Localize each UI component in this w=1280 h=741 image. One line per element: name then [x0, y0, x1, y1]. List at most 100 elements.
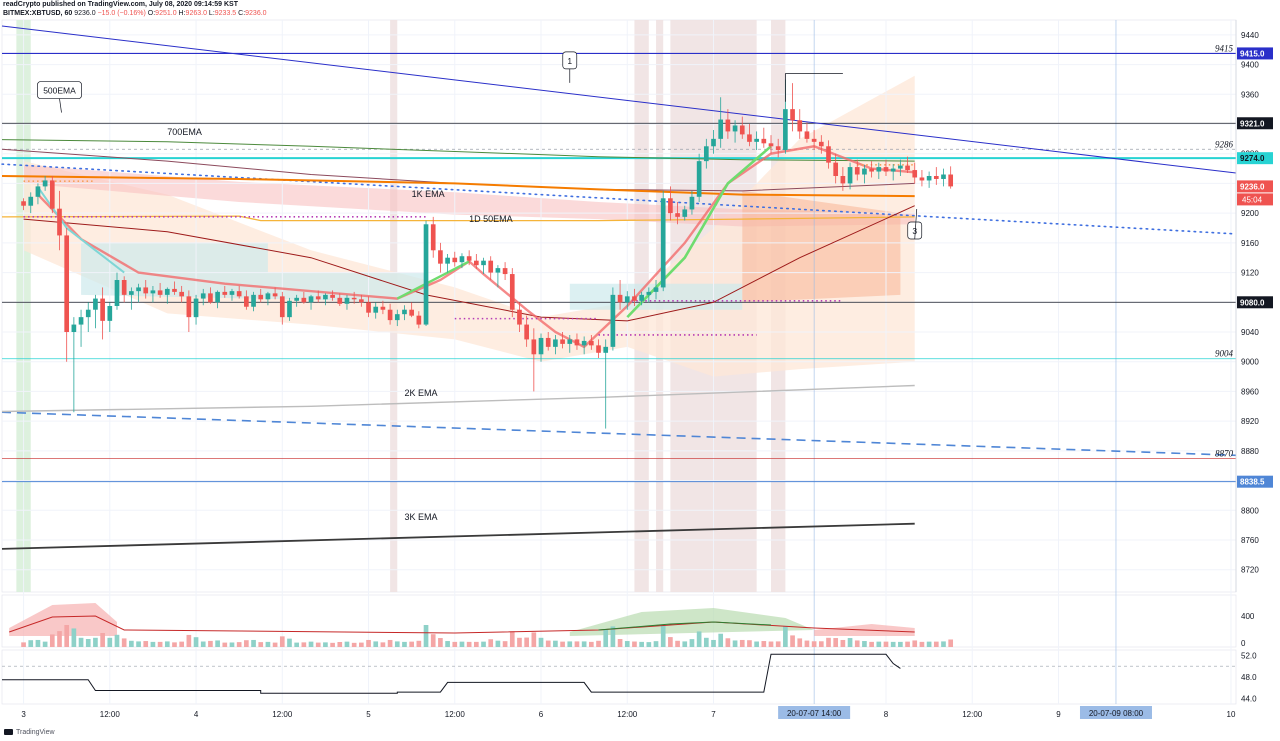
candle: [466, 250, 472, 266]
volume-bar: [660, 625, 666, 647]
candle-body: [682, 209, 688, 217]
price-label-text: 8838.5: [1240, 478, 1265, 487]
volume-bar: [208, 640, 213, 647]
volume-bar: [445, 641, 450, 647]
candle: [703, 138, 709, 169]
volume-bar: [474, 641, 479, 647]
volume-bar: [64, 625, 70, 647]
candle: [775, 138, 781, 158]
volume-bar: [617, 639, 623, 647]
price-label-bg: [1237, 475, 1273, 488]
candle-body: [71, 324, 77, 332]
candle-body: [258, 294, 264, 300]
volume-bar: [172, 642, 177, 647]
last-price: 9236.0: [74, 10, 96, 17]
callout-text: 500EMA: [43, 86, 76, 96]
ema-700: [1, 139, 915, 162]
volume-bar: [804, 640, 810, 647]
candle: [560, 332, 565, 349]
volume-bar: [351, 642, 357, 647]
candle-body: [739, 125, 745, 135]
candle-body: [251, 294, 256, 307]
candle: [85, 302, 91, 332]
volume-bar: [344, 641, 350, 647]
volume-bar: [517, 637, 522, 647]
candle-body: [905, 165, 910, 171]
volume-bar: [129, 640, 134, 647]
time-axis-tick: 12:00: [617, 710, 638, 719]
candle: [912, 162, 918, 184]
time-axis-tick: 7: [711, 710, 716, 719]
candle-body: [617, 294, 623, 303]
time-axis-tick: 3: [21, 710, 26, 719]
candle-body: [481, 260, 486, 266]
volume-bar: [912, 640, 918, 647]
price-axis-tick: 9000: [1241, 358, 1259, 367]
candle-body: [416, 315, 422, 325]
candle: [423, 220, 429, 327]
candle: [898, 159, 903, 176]
candle: [121, 276, 127, 303]
volume-bar: [330, 642, 335, 647]
candle-body: [509, 274, 515, 310]
volume-bar: [157, 641, 163, 647]
symbol-text: BITMEX:XBTUSD, 60: [3, 10, 73, 17]
candle: [251, 291, 256, 312]
candle: [847, 162, 853, 190]
candle: [394, 309, 400, 327]
candle-body: [179, 291, 185, 297]
candle-body: [775, 146, 781, 150]
price-label-text: 9415.0: [1240, 49, 1265, 58]
candle-body: [157, 290, 163, 295]
close-value: 9236.0: [245, 10, 267, 17]
candle-body: [301, 297, 307, 303]
candle-body: [854, 167, 860, 175]
candle-body: [847, 167, 853, 184]
candle: [200, 288, 206, 306]
candle: [531, 328, 537, 392]
high-value: 9263.0: [185, 10, 207, 17]
candle: [380, 300, 386, 315]
price-axis-tick: 8720: [1241, 566, 1259, 575]
footer-brand: TradingView: [4, 729, 55, 736]
candle: [258, 288, 264, 303]
candle-body: [215, 291, 220, 303]
volume-bar: [57, 631, 62, 647]
volume-bar: [323, 642, 328, 647]
candle-body: [696, 161, 702, 197]
candle-body: [380, 306, 386, 310]
candle-body: [430, 224, 436, 251]
candle: [869, 161, 874, 178]
volume-bar: [279, 636, 285, 647]
candle: [93, 294, 98, 329]
candle-body: [28, 196, 34, 206]
candle-body: [596, 345, 601, 353]
callout-text: 1: [567, 56, 572, 66]
volume-bar: [545, 640, 551, 647]
volume-bar: [193, 637, 199, 647]
candle: [179, 285, 185, 303]
candle: [941, 168, 946, 187]
volume-bar: [725, 638, 731, 647]
time-cursor-label: 20-07-07 14:00: [787, 709, 842, 718]
candle: [64, 228, 70, 362]
volume-bar: [610, 626, 616, 647]
volume-bar: [215, 640, 220, 647]
volume-bar: [783, 626, 788, 647]
candle: [315, 290, 321, 303]
candle: [675, 202, 680, 225]
candle: [114, 272, 120, 310]
price-axis-tick: 9360: [1241, 90, 1259, 99]
candle: [617, 280, 623, 310]
candle-body: [294, 297, 300, 301]
candle-body: [272, 293, 278, 297]
candle-body: [588, 340, 594, 346]
candle-body: [933, 176, 939, 179]
candle-body: [725, 119, 731, 132]
volume-bar: [567, 641, 573, 647]
volume-bar: [495, 640, 501, 647]
candle: [509, 268, 515, 318]
candle-body: [107, 306, 113, 321]
candle: [129, 287, 134, 310]
